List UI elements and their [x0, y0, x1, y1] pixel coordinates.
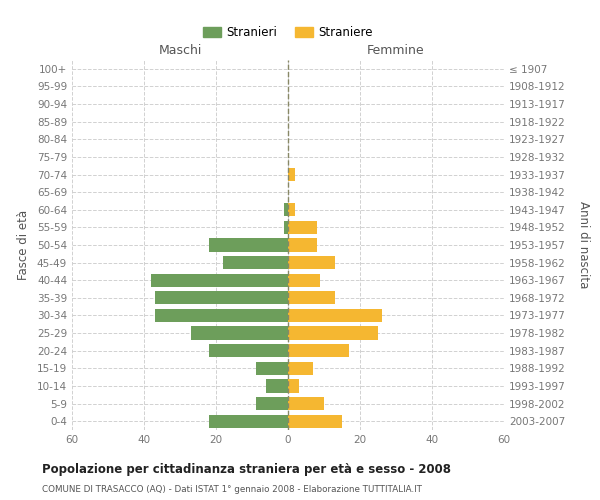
Bar	[288, 274, 320, 287]
Bar	[223, 256, 288, 269]
Text: COMUNE DI TRASACCO (AQ) - Dati ISTAT 1° gennaio 2008 - Elaborazione TUTTITALIA.I: COMUNE DI TRASACCO (AQ) - Dati ISTAT 1° …	[42, 485, 422, 494]
Bar	[256, 397, 288, 410]
Bar	[288, 309, 382, 322]
Bar	[288, 362, 313, 375]
Bar	[288, 221, 317, 234]
Text: Femmine: Femmine	[367, 44, 425, 58]
Bar	[155, 291, 288, 304]
Bar	[151, 274, 288, 287]
Bar	[288, 291, 335, 304]
Bar	[266, 380, 288, 392]
Bar	[288, 326, 378, 340]
Legend: Stranieri, Straniere: Stranieri, Straniere	[198, 22, 378, 44]
Bar	[288, 168, 295, 181]
Bar	[284, 221, 288, 234]
Bar	[284, 203, 288, 216]
Bar	[288, 203, 295, 216]
Bar	[209, 344, 288, 358]
Y-axis label: Fasce di età: Fasce di età	[17, 210, 30, 280]
Bar	[288, 414, 342, 428]
Bar	[288, 344, 349, 358]
Text: Maschi: Maschi	[158, 44, 202, 58]
Bar	[288, 238, 317, 252]
Bar	[191, 326, 288, 340]
Bar	[288, 256, 335, 269]
Bar	[256, 362, 288, 375]
Y-axis label: Anni di nascita: Anni di nascita	[577, 202, 590, 288]
Bar	[209, 414, 288, 428]
Bar	[288, 380, 299, 392]
Bar	[209, 238, 288, 252]
Bar	[155, 309, 288, 322]
Text: Popolazione per cittadinanza straniera per età e sesso - 2008: Popolazione per cittadinanza straniera p…	[42, 462, 451, 475]
Bar	[288, 397, 324, 410]
